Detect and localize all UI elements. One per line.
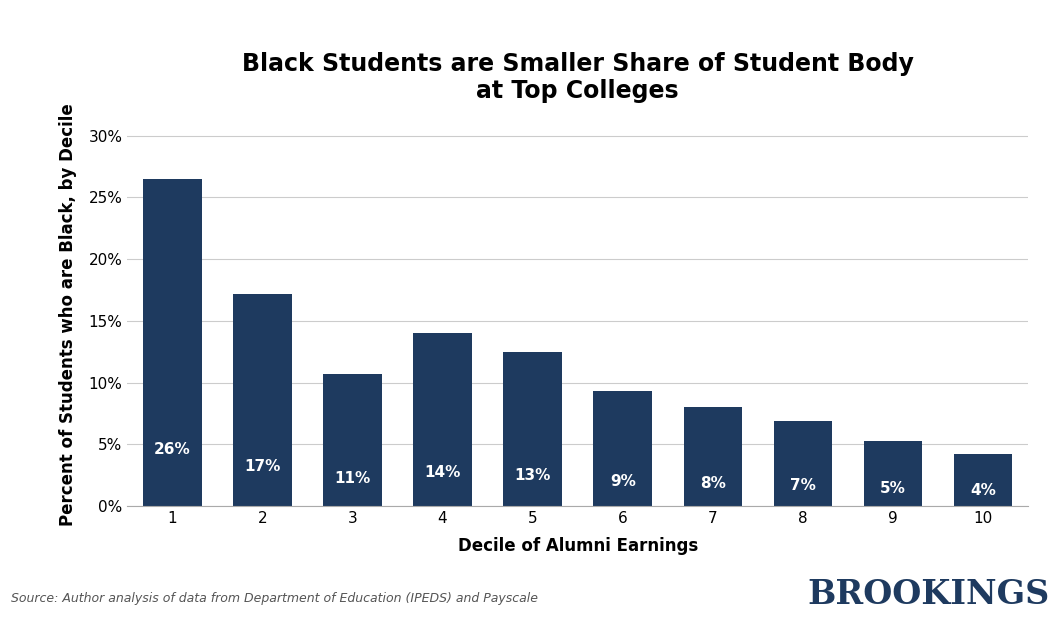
X-axis label: Decile of Alumni Earnings: Decile of Alumni Earnings xyxy=(458,537,697,555)
Text: 11%: 11% xyxy=(334,471,371,486)
Bar xyxy=(594,391,652,506)
Bar xyxy=(504,352,562,506)
Bar xyxy=(413,333,472,506)
Bar xyxy=(684,407,742,506)
Text: Source: Author analysis of data from Department of Education (IPEDS) and Payscal: Source: Author analysis of data from Dep… xyxy=(11,592,537,605)
Text: 9%: 9% xyxy=(610,474,636,489)
Bar xyxy=(864,441,922,506)
Text: 5%: 5% xyxy=(880,481,906,496)
Text: 8%: 8% xyxy=(700,476,726,491)
Text: 7%: 7% xyxy=(790,478,816,493)
Text: 13%: 13% xyxy=(514,468,551,482)
Text: 14%: 14% xyxy=(424,465,461,480)
Bar xyxy=(233,294,292,506)
Bar xyxy=(323,374,382,506)
Title: Black Students are Smaller Share of Student Body
at Top Colleges: Black Students are Smaller Share of Stud… xyxy=(242,52,914,104)
Bar xyxy=(954,454,1012,506)
Text: 4%: 4% xyxy=(970,483,996,498)
Y-axis label: Percent of Students who are Black, by Decile: Percent of Students who are Black, by De… xyxy=(59,103,77,526)
Bar xyxy=(774,421,832,506)
Text: 26%: 26% xyxy=(154,442,191,457)
Bar xyxy=(143,179,201,506)
Text: 17%: 17% xyxy=(244,459,281,474)
Text: BROOKINGS: BROOKINGS xyxy=(807,578,1049,611)
